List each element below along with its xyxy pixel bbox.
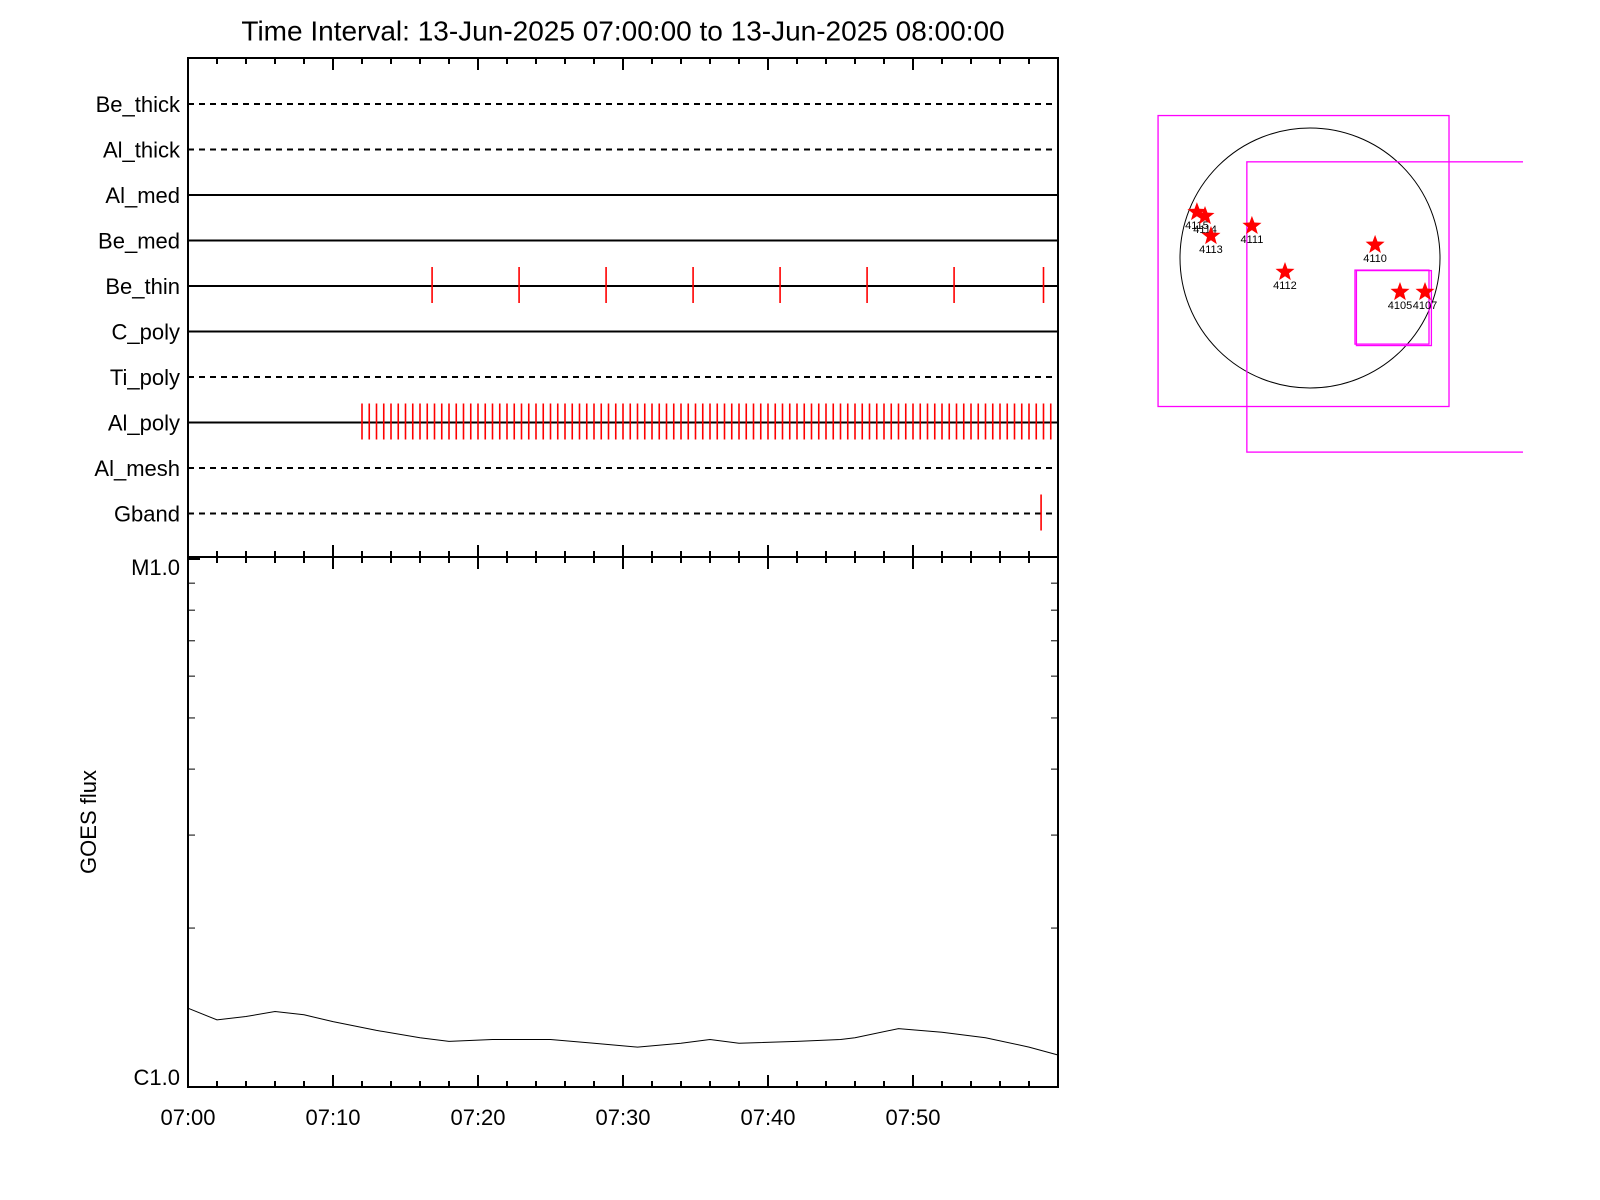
filter-label: Al_med	[105, 183, 180, 208]
filter-label: C_poly	[112, 319, 180, 344]
filter-label: Al_mesh	[94, 456, 180, 481]
fov-box	[1355, 269, 1433, 347]
filter-label: Be_thick	[96, 92, 181, 117]
chart-title: Time Interval: 13-Jun-2025 07:00:00 to 1…	[241, 15, 1004, 46]
fov-box	[1246, 161, 1523, 453]
region-label: 4107	[1413, 300, 1437, 312]
region-label: 4105	[1388, 300, 1412, 312]
bottom-panel-frame	[187, 556, 1059, 1088]
x-tick-label: 07:30	[595, 1105, 650, 1130]
region-label: 4110	[1363, 253, 1387, 265]
region-label: 4115	[1185, 220, 1209, 232]
x-tick-label: 07:00	[160, 1105, 215, 1130]
filter-label: Ti_poly	[110, 365, 180, 390]
region-label: 4112	[1273, 280, 1297, 292]
filter-label: Al_poly	[108, 410, 180, 435]
fov-box	[1157, 114, 1450, 408]
region-star	[1201, 226, 1221, 245]
top-panel-frame	[187, 57, 1059, 558]
region-star	[1365, 234, 1385, 253]
region-label: 4111	[1241, 234, 1264, 246]
region-star	[1242, 215, 1262, 234]
goes-curve	[187, 1007, 1059, 1056]
region-star	[1275, 262, 1295, 281]
x-tick-label: 07:10	[305, 1105, 360, 1130]
filter-label: Be_med	[98, 228, 180, 253]
solar-disk	[1179, 127, 1441, 389]
region-star	[1415, 282, 1435, 301]
region-star	[1195, 206, 1215, 225]
y-tick-label: C1.0	[134, 1065, 180, 1090]
filter-label: Gband	[114, 501, 180, 526]
x-tick-label: 07:50	[885, 1105, 940, 1130]
x-tick-label: 07:40	[740, 1105, 795, 1130]
region-star	[1187, 202, 1207, 221]
region-label: 4113	[1199, 244, 1223, 256]
x-tick-label: 07:20	[450, 1105, 505, 1130]
filter-label: Be_thin	[105, 274, 180, 299]
region-star	[1390, 282, 1410, 301]
y-axis-label: GOES flux	[76, 770, 101, 874]
y-tick-label: M1.0	[131, 555, 180, 580]
filter-label: Al_thick	[103, 137, 181, 162]
